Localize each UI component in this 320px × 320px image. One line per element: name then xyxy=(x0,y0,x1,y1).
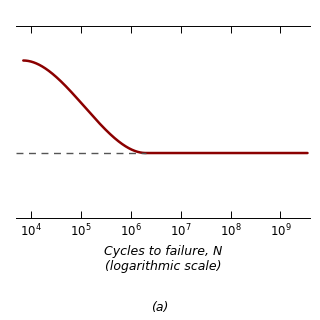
X-axis label: Cycles to failure, N
(logarithmic scale): Cycles to failure, N (logarithmic scale) xyxy=(104,244,222,273)
Text: (a): (a) xyxy=(151,301,169,314)
